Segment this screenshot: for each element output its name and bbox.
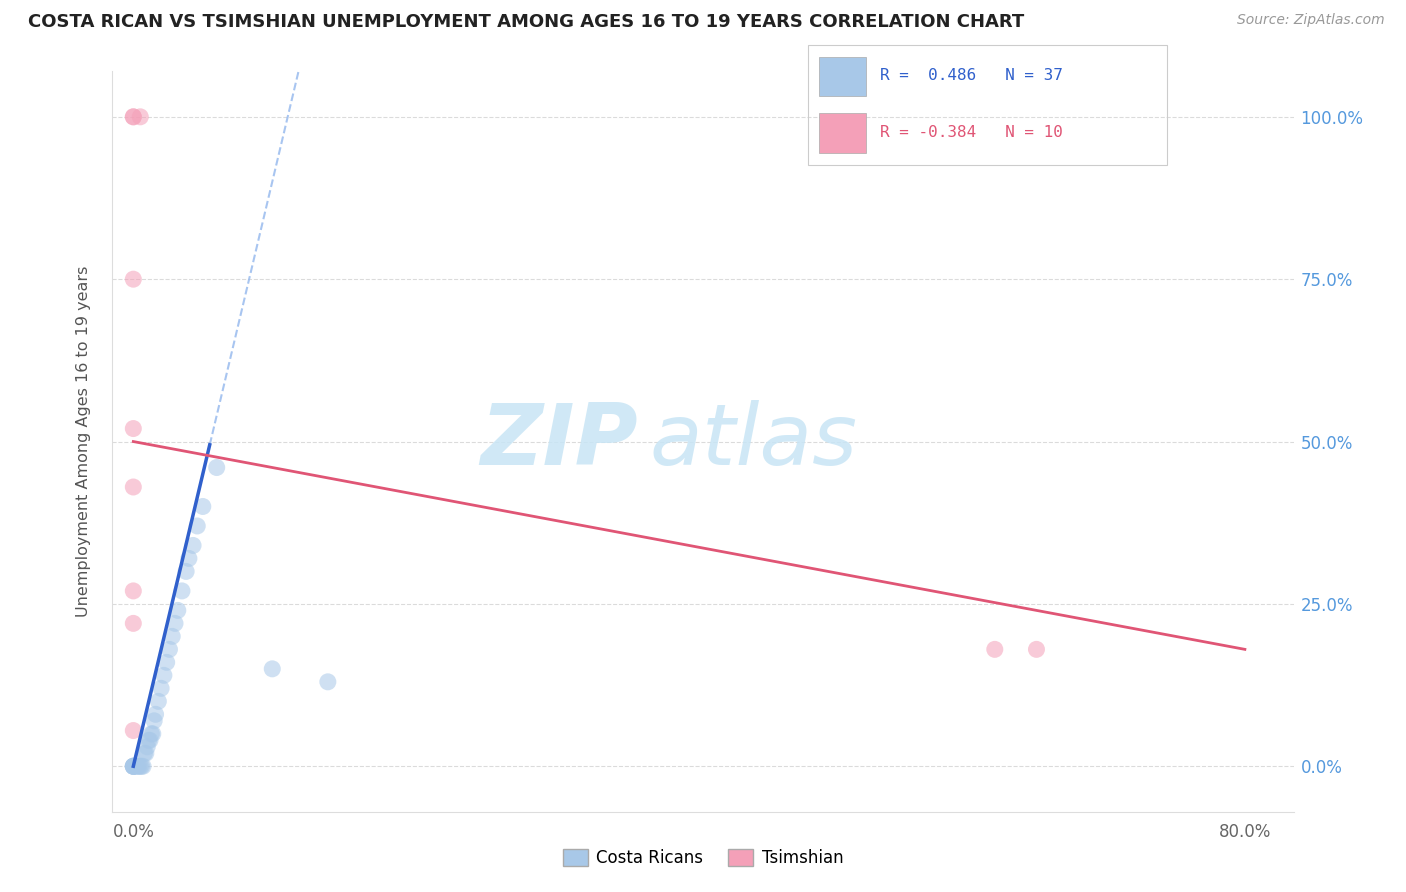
Point: [160, 629, 183, 643]
Point: [153, 668, 176, 682]
Point: [139, 733, 162, 747]
Point: [134, 746, 156, 760]
Point: [166, 603, 188, 617]
Point: [122, 110, 145, 124]
Point: [141, 727, 163, 741]
Point: [142, 727, 165, 741]
Point: [129, 110, 152, 124]
Bar: [820, 113, 866, 153]
Point: [150, 681, 173, 696]
Point: [136, 739, 159, 754]
Point: [131, 759, 153, 773]
Point: [143, 714, 166, 728]
Point: [122, 583, 145, 598]
Point: [159, 642, 181, 657]
Point: [186, 519, 208, 533]
Point: [122, 723, 145, 738]
Point: [122, 759, 145, 773]
Point: [122, 272, 145, 286]
Text: atlas: atlas: [650, 400, 858, 483]
Text: R = -0.384   N = 10: R = -0.384 N = 10: [880, 125, 1063, 140]
Point: [122, 759, 145, 773]
Point: [122, 759, 145, 773]
Point: [163, 616, 186, 631]
Point: [262, 662, 284, 676]
Point: [145, 707, 167, 722]
Point: [1025, 642, 1047, 657]
Legend: Costa Ricans, Tsimshian: Costa Ricans, Tsimshian: [557, 842, 849, 874]
Text: R =  0.486   N = 37: R = 0.486 N = 37: [880, 69, 1063, 84]
Point: [135, 746, 157, 760]
Point: [122, 480, 145, 494]
Text: Source: ZipAtlas.com: Source: ZipAtlas.com: [1237, 13, 1385, 28]
Point: [127, 759, 149, 773]
Point: [191, 500, 214, 514]
Point: [129, 759, 152, 773]
Point: [205, 460, 228, 475]
Point: [122, 421, 145, 435]
Text: ZIP: ZIP: [481, 400, 638, 483]
Point: [177, 551, 200, 566]
Point: [122, 616, 145, 631]
Point: [132, 759, 155, 773]
Text: COSTA RICAN VS TSIMSHIAN UNEMPLOYMENT AMONG AGES 16 TO 19 YEARS CORRELATION CHAR: COSTA RICAN VS TSIMSHIAN UNEMPLOYMENT AM…: [28, 13, 1025, 31]
Y-axis label: Unemployment Among Ages 16 to 19 years: Unemployment Among Ages 16 to 19 years: [76, 266, 91, 617]
Point: [316, 674, 339, 689]
Point: [122, 759, 145, 773]
Point: [122, 759, 145, 773]
Point: [125, 759, 148, 773]
Point: [174, 565, 197, 579]
Point: [181, 538, 204, 552]
Point: [148, 694, 170, 708]
Point: [138, 733, 160, 747]
Bar: [820, 57, 866, 96]
Point: [170, 583, 193, 598]
Point: [156, 656, 179, 670]
Point: [984, 642, 1007, 657]
Point: [122, 110, 145, 124]
Point: [128, 759, 150, 773]
